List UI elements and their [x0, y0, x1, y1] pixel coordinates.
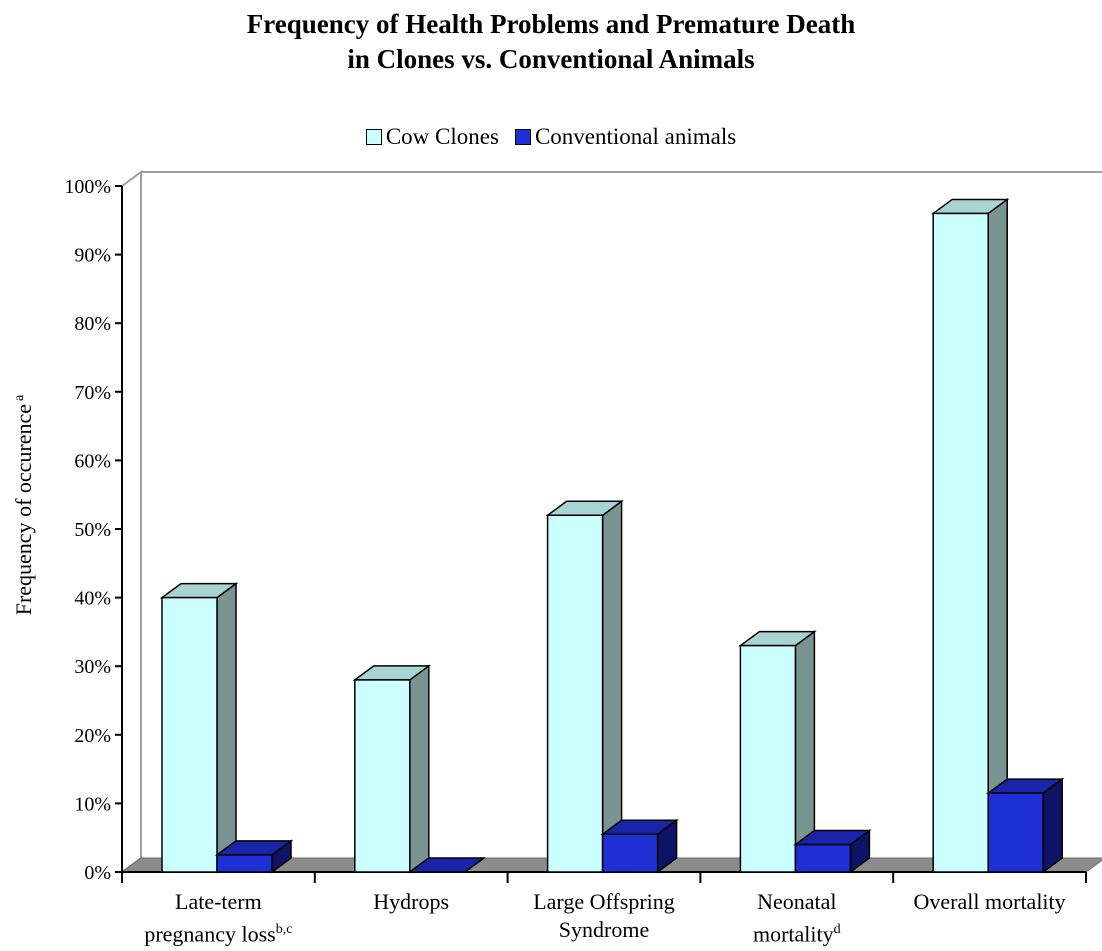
- legend-swatch-cow-clones: [365, 129, 382, 145]
- bar-side: [409, 664, 430, 874]
- x-tick-label-line: Large Offspring: [533, 889, 675, 914]
- y-tick-label: 0%: [84, 862, 111, 884]
- bar-side: [1042, 777, 1063, 874]
- y-tick-label: 60%: [74, 450, 111, 472]
- bar-side: [601, 499, 623, 874]
- y-tick-label: 10%: [74, 793, 111, 815]
- y-tick-label: 100%: [64, 176, 111, 198]
- x-tick-label-sup: b,c: [275, 922, 293, 937]
- legend-item-conventional: Conventional animals: [514, 124, 737, 150]
- bar: [161, 596, 218, 873]
- legend-swatch-conventional: [514, 129, 531, 145]
- y-tick-label: 50%: [74, 519, 111, 541]
- x-tick-label: Hydrops: [311, 888, 511, 916]
- left-wall: [121, 170, 142, 874]
- y-tick-label: 40%: [74, 588, 111, 610]
- x-tick-label-line: pregnancy lossb,c: [144, 921, 293, 947]
- bar: [794, 843, 852, 873]
- y-tick-label: 90%: [74, 245, 111, 267]
- x-tick-label-line: Hydrops: [373, 889, 450, 914]
- x-tick-label: Neonatal mortalityd: [697, 888, 897, 948]
- x-tick-label-line: Neonatal: [757, 889, 837, 914]
- bar: [216, 854, 273, 873]
- legend-label-cow-clones: Cow Clones: [385, 124, 499, 149]
- chart-title-line-2: in Clones vs. Conventional Animals: [347, 44, 755, 74]
- bar: [546, 514, 604, 873]
- y-tick-label: 70%: [74, 382, 111, 404]
- x-tick-label-line: mortalityd: [752, 921, 841, 947]
- x-tick-label: Overall mortality: [890, 888, 1090, 916]
- y-tick-label: 30%: [74, 656, 111, 678]
- x-tick-label-line: Late-term: [175, 889, 262, 914]
- x-tick-label-line: Overall mortality: [913, 889, 1066, 914]
- y-tick-label: 20%: [74, 725, 111, 747]
- legend-label-conventional: Conventional animals: [534, 124, 737, 149]
- bar-side: [216, 582, 237, 874]
- bar: [354, 679, 411, 873]
- x-tick-label-line: Syndrome: [558, 917, 650, 942]
- x-tick-label-sup: d: [833, 922, 841, 937]
- bar: [987, 792, 1044, 873]
- y-tick-label: 80%: [74, 313, 111, 335]
- legend-item-cow-clones: Cow Clones: [365, 124, 499, 150]
- x-tick-label: Late-term pregnancy lossb,c: [118, 888, 318, 948]
- legend: Cow Clones Conventional animals: [0, 124, 1102, 150]
- chart-title-line-1: Frequency of Health Problems and Prematu…: [246, 9, 856, 39]
- bar-side: [987, 197, 1008, 874]
- bar-top: [407, 857, 487, 873]
- bar: [601, 833, 659, 873]
- x-tick-label: Large Offspring Syndrome: [504, 888, 704, 944]
- bar: [932, 212, 989, 873]
- bar: [739, 644, 797, 873]
